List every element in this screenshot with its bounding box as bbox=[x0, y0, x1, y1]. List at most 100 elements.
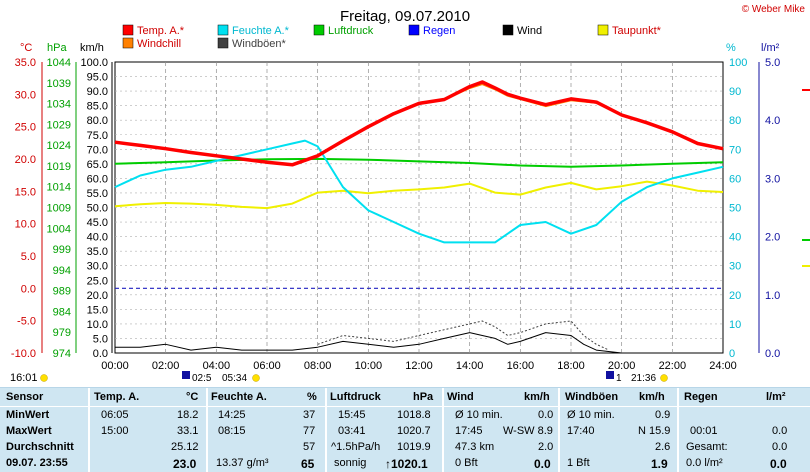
header-temp-unit: °C bbox=[186, 391, 199, 403]
wind-tick-label: 65.0 bbox=[87, 159, 108, 171]
pressure-tick-label: 1029 bbox=[47, 119, 71, 131]
avg-humidity-value: 57 bbox=[303, 441, 316, 453]
cursor-marker bbox=[182, 371, 190, 379]
max-temp-time: 15:00 bbox=[101, 425, 129, 437]
pressure-tick-label: 979 bbox=[53, 327, 71, 339]
copyright-text: © Weber Mike bbox=[742, 4, 806, 15]
current-gust-value: 1.9 bbox=[651, 457, 668, 471]
rain-tick-label: 2.0 bbox=[765, 232, 780, 244]
rain-tick-label: 4.0 bbox=[765, 115, 780, 127]
pressure-tick-label: 994 bbox=[53, 265, 71, 277]
min-gust-label: Ø 10 min. bbox=[567, 409, 615, 421]
row-min-label: MinWert bbox=[6, 409, 50, 421]
sun-marker bbox=[252, 374, 260, 382]
max-rain-value: 0.0 bbox=[772, 425, 788, 437]
series-line-wind bbox=[115, 332, 622, 354]
stats-table: Sensor Temp. A. °C Feuchte A. % Luftdruc… bbox=[0, 387, 810, 472]
header-wind-unit: km/h bbox=[524, 391, 550, 403]
wind-tick-label: 30.0 bbox=[87, 261, 108, 273]
x-tick-label: 12:00 bbox=[405, 360, 433, 372]
humidity-tick-label: 70 bbox=[729, 144, 741, 156]
wind-tick-label: 85.0 bbox=[87, 101, 108, 113]
legend-label: Wind bbox=[517, 25, 542, 37]
sun-marker bbox=[40, 374, 48, 382]
pressure-tick-label: 989 bbox=[53, 286, 71, 298]
rain-tick-label: 1.0 bbox=[765, 290, 780, 302]
wind-distance: 47.3 km bbox=[455, 441, 495, 453]
avg-gust-value: 2.6 bbox=[655, 441, 671, 453]
x-tick-label: 20:00 bbox=[608, 360, 636, 372]
wind-tick-label: 60.0 bbox=[87, 173, 108, 185]
max-rain-time: 00:01 bbox=[690, 425, 718, 437]
cursor-time-2: 05:34 bbox=[222, 373, 247, 384]
temp-tick-label: 20.0 bbox=[15, 154, 36, 166]
humidity-tick-label: 30 bbox=[729, 261, 741, 273]
unit-humidity: % bbox=[726, 42, 736, 54]
max-wind-time: 17:45 bbox=[455, 425, 483, 437]
stats-table-header bbox=[0, 388, 810, 407]
humidity-tick-label: 20 bbox=[729, 290, 741, 302]
temp-tick-label: 15.0 bbox=[15, 186, 36, 198]
min-humidity-time: 14:25 bbox=[218, 409, 246, 421]
header-humidity: Feuchte A. bbox=[211, 391, 267, 403]
avg-wind-value: 2.0 bbox=[538, 441, 554, 453]
header-pressure-unit: hPa bbox=[413, 391, 434, 403]
marker-label-1: 1 bbox=[616, 373, 622, 384]
wind-tick-label: 75.0 bbox=[87, 130, 108, 142]
min-wind-value: 0.0 bbox=[538, 409, 554, 421]
wind-tick-label: 20.0 bbox=[87, 290, 108, 302]
unit-rain: l/m² bbox=[761, 42, 780, 54]
col-sep bbox=[677, 388, 679, 472]
x-tick-label: 00:00 bbox=[101, 360, 129, 372]
legend-label: Luftdruck bbox=[328, 25, 374, 37]
pressure-trend: ^1.5hPa/h bbox=[331, 441, 381, 453]
legend-label: Regen bbox=[423, 25, 455, 37]
legend-swatch bbox=[217, 24, 229, 36]
header-temp: Temp. A. bbox=[94, 391, 140, 403]
temp-tick-label: -10.0 bbox=[11, 348, 36, 360]
pressure-tick-label: 1019 bbox=[47, 161, 71, 173]
legend-swatch bbox=[122, 24, 134, 36]
row-max-label: MaxWert bbox=[6, 425, 52, 437]
col-sep bbox=[442, 388, 444, 472]
pressure-tick-label: 1039 bbox=[47, 78, 71, 90]
avg-pressure-value: 1019.9 bbox=[397, 441, 431, 453]
legend-label: Feuchte A.* bbox=[232, 25, 290, 37]
temp-tick-label: 10.0 bbox=[15, 219, 36, 231]
legend-swatch bbox=[217, 37, 229, 49]
temp-tick-label: 5.0 bbox=[21, 251, 36, 263]
temp-tick-label: 30.0 bbox=[15, 89, 36, 101]
current-wind-value: 0.0 bbox=[534, 457, 551, 471]
wind-tick-label: 95.0 bbox=[87, 72, 108, 84]
x-tick-label: 24:00 bbox=[709, 360, 737, 372]
wind-tick-label: 35.0 bbox=[87, 246, 108, 258]
pressure-tick-label: 974 bbox=[53, 348, 71, 360]
current-humidity-value: 65 bbox=[301, 457, 315, 471]
max-gust-value: N 15.9 bbox=[638, 425, 671, 437]
temp-tick-label: 25.0 bbox=[15, 122, 36, 134]
rain-tick-label: 3.0 bbox=[765, 173, 780, 185]
wind-tick-label: 70.0 bbox=[87, 144, 108, 156]
series-line-windben bbox=[317, 320, 610, 351]
humidity-tick-label: 0 bbox=[729, 348, 735, 360]
wind-tick-label: 10.0 bbox=[87, 319, 108, 331]
legend-swatch bbox=[122, 37, 134, 49]
humidity-tick-label: 50 bbox=[729, 203, 741, 215]
humidity-tick-label: 10 bbox=[729, 319, 741, 331]
start-time-label: 16:01 bbox=[10, 372, 38, 384]
min-temp-time: 06:05 bbox=[101, 409, 129, 421]
cursor-time-1: 02:5 bbox=[192, 373, 212, 384]
wind-tick-label: 0.0 bbox=[93, 348, 108, 360]
unit-wind: km/h bbox=[80, 42, 104, 54]
header-gust-unit: km/h bbox=[639, 391, 665, 403]
min-temp-value: 18.2 bbox=[177, 409, 199, 421]
cursor-marker bbox=[606, 371, 614, 379]
min-wind-label: Ø 10 min. bbox=[455, 409, 503, 421]
legend-label: Windchill bbox=[137, 38, 181, 50]
max-humidity-time: 08:15 bbox=[218, 425, 246, 437]
current-rain-value: 0.0 bbox=[770, 457, 787, 471]
x-tick-label: 06:00 bbox=[253, 360, 281, 372]
legend-swatch bbox=[597, 24, 609, 36]
max-pressure-time: 03:41 bbox=[338, 425, 366, 437]
legend-swatch bbox=[408, 24, 420, 36]
